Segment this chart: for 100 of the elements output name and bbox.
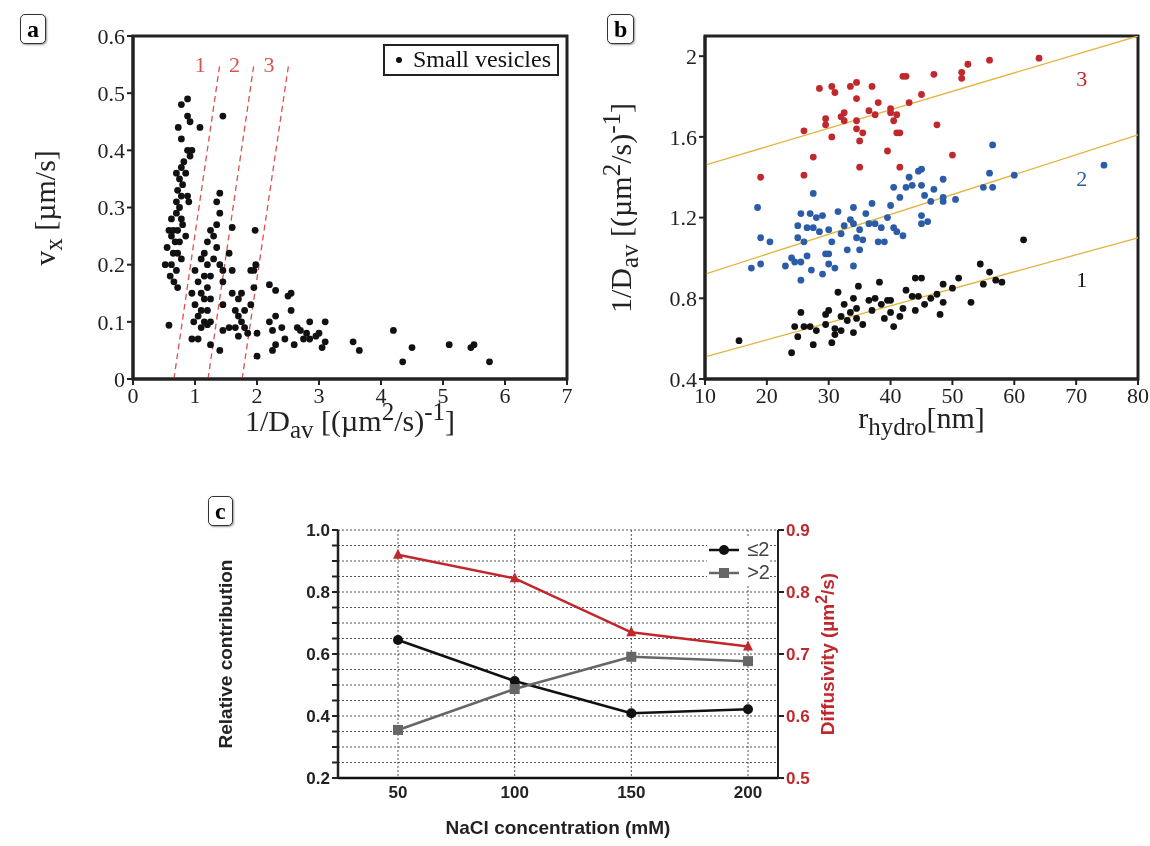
y2-tick-label: 0.7 xyxy=(786,645,810,665)
point xyxy=(955,274,963,282)
point xyxy=(979,280,987,288)
chart-title: b xyxy=(607,14,635,44)
point xyxy=(393,724,403,735)
point xyxy=(846,309,854,316)
text: 1 xyxy=(1076,266,1088,292)
point xyxy=(828,133,836,141)
point xyxy=(933,121,941,129)
point xyxy=(964,60,972,68)
point xyxy=(393,548,403,559)
point xyxy=(853,304,860,312)
point xyxy=(893,111,901,119)
point xyxy=(967,298,975,306)
point xyxy=(812,327,820,334)
x-axis-title: NaCl concentration (mM) xyxy=(445,817,671,839)
point xyxy=(837,327,845,334)
point xyxy=(939,280,947,288)
y-tick-label: 1.0 xyxy=(306,521,330,541)
point xyxy=(905,99,913,106)
point xyxy=(871,294,879,302)
y-tick-label: 0.6 xyxy=(306,645,330,665)
point xyxy=(846,83,854,90)
x-tick-label: 80 xyxy=(1127,382,1149,408)
point xyxy=(976,260,984,268)
point xyxy=(800,127,808,135)
point xyxy=(908,292,916,300)
y2-tick-label: 0.9 xyxy=(786,521,810,541)
point xyxy=(794,333,802,341)
y-tick-label: 0.4 xyxy=(306,707,331,727)
y-tick-label: 0.8 xyxy=(306,583,330,603)
point xyxy=(853,117,860,125)
point xyxy=(788,349,795,357)
y-tick-label: 2 xyxy=(686,43,697,69)
point xyxy=(986,56,993,64)
series-label: 2 xyxy=(1076,166,1088,192)
x-tick-label: 70 xyxy=(1065,382,1088,408)
point xyxy=(877,300,885,308)
x-tick-label: 150 xyxy=(617,783,646,803)
point xyxy=(797,309,805,316)
point xyxy=(856,137,864,145)
point xyxy=(949,151,956,159)
point xyxy=(887,109,894,117)
point xyxy=(837,313,845,320)
point xyxy=(915,292,922,300)
x-tick-label: 50 xyxy=(388,783,408,803)
point xyxy=(840,117,848,125)
x-tick-label: 40 xyxy=(879,382,902,408)
x-tick-label: 7 xyxy=(561,382,573,408)
y-tick-label: 0.5 xyxy=(97,80,125,106)
point xyxy=(986,268,993,276)
point xyxy=(865,107,873,115)
y-tick-label: 0.1 xyxy=(97,309,125,335)
point xyxy=(800,323,808,330)
point xyxy=(992,276,1000,284)
point xyxy=(887,309,894,316)
point xyxy=(828,83,836,90)
y-tick-label: 0.3 xyxy=(97,195,125,221)
series-label: 3 xyxy=(263,52,275,78)
chart-title: a xyxy=(20,14,46,44)
y2-tick-label: 0.8 xyxy=(786,583,810,603)
point xyxy=(911,274,919,282)
x-tick-label: 6 xyxy=(499,382,511,408)
y-axis-title: Relative contribution xyxy=(215,559,237,749)
point xyxy=(831,89,839,96)
point xyxy=(911,307,919,314)
series-label: 2 xyxy=(228,52,240,78)
point xyxy=(859,129,867,137)
point xyxy=(800,171,808,179)
x-tick-label: 200 xyxy=(733,783,763,803)
point xyxy=(822,121,830,129)
x-tick-label: 1 xyxy=(189,382,201,408)
point xyxy=(855,282,862,290)
point xyxy=(1020,236,1027,244)
point xyxy=(958,74,966,82)
point xyxy=(743,640,753,651)
point xyxy=(874,99,882,106)
point xyxy=(896,163,904,171)
point xyxy=(626,651,637,662)
point xyxy=(828,339,836,347)
y-tick-label: 0.2 xyxy=(97,252,125,278)
x-tick-label: 60 xyxy=(1003,382,1026,408)
point xyxy=(757,173,765,181)
point xyxy=(850,329,857,336)
y-tick-label: 0.4 xyxy=(97,138,125,164)
point xyxy=(626,626,637,637)
point xyxy=(876,278,883,286)
point xyxy=(834,288,842,296)
point xyxy=(890,117,898,125)
point xyxy=(930,70,938,78)
y-tick-label: 0.8 xyxy=(669,286,697,312)
point xyxy=(825,307,833,314)
point xyxy=(853,79,860,86)
point xyxy=(1035,54,1043,62)
point xyxy=(816,85,823,92)
y-tick-label: 1.2 xyxy=(669,205,697,231)
legend-label: ≤2 xyxy=(747,538,770,561)
y2-tick-label: 0.6 xyxy=(786,707,810,727)
point xyxy=(890,323,898,330)
x-tick-label: 20 xyxy=(755,382,778,408)
